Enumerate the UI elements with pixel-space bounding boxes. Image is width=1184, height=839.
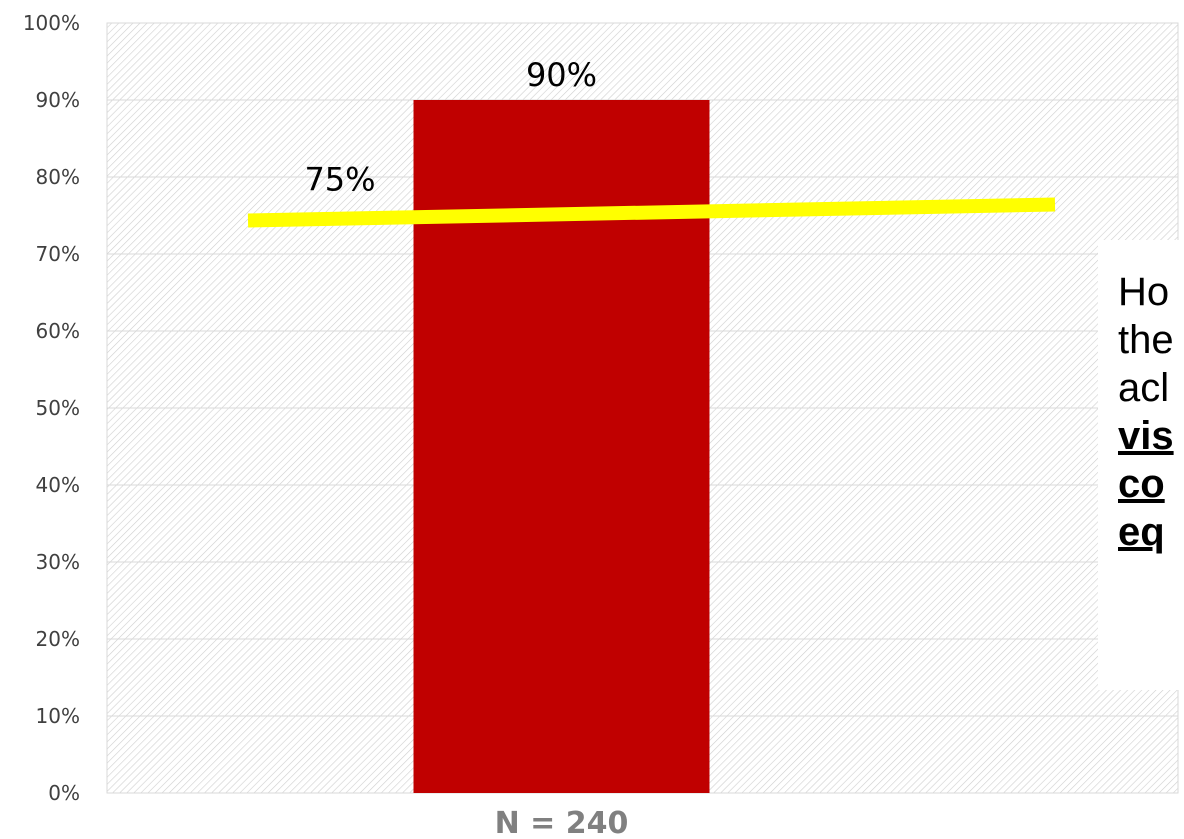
callout-emphasis-line: vis <box>1118 414 1174 458</box>
callout-line: the <box>1118 318 1174 362</box>
y-tick-label: 20% <box>36 627 80 651</box>
y-tick-label: 60% <box>36 319 80 343</box>
target-line <box>247 197 1056 228</box>
bars <box>413 100 710 793</box>
callout-textbox: Ho the acl vis co eq <box>1098 240 1184 690</box>
target-line-group: 75% <box>247 161 1056 228</box>
y-tick-label: 30% <box>36 550 80 574</box>
y-tick-label: 70% <box>36 242 80 266</box>
y-tick-label: 80% <box>36 165 80 189</box>
callout-emphasis-line: eq <box>1118 510 1165 554</box>
y-tick-label: 90% <box>36 88 80 112</box>
callout-emphasis-line: co <box>1118 462 1165 506</box>
y-axis-ticks: 0% 10% 20% 30% 40% 50% 60% 70% 80% 90% 100% <box>23 11 80 805</box>
bar-value-label: 90% <box>526 56 597 94</box>
y-tick-label: 10% <box>36 704 80 728</box>
target-line-label: 75% <box>304 161 375 199</box>
bar <box>413 100 710 793</box>
y-tick-label: 40% <box>36 473 80 497</box>
callout-line: acl <box>1118 366 1170 410</box>
y-tick-label: 0% <box>48 781 80 805</box>
data-labels: 90% N = 240 <box>495 56 629 839</box>
callout-line: Ho <box>1118 270 1170 314</box>
y-tick-label: 50% <box>36 396 80 420</box>
y-tick-label: 100% <box>23 11 80 35</box>
category-label: N = 240 <box>495 806 629 839</box>
